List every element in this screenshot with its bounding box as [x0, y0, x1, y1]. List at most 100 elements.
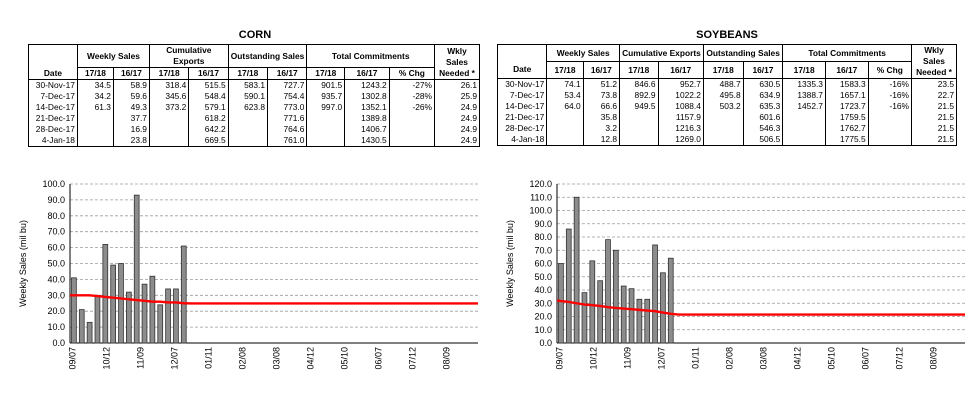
y-tick-label: 20.0 [47, 306, 65, 316]
y-tick-label: 30.0 [47, 290, 65, 300]
soy-y2: 16/17 [657, 61, 704, 79]
table-cell: -16% [867, 101, 913, 112]
bar [628, 288, 635, 344]
table-cell: 25.9 [434, 91, 480, 102]
table-cell: 58.9 [112, 79, 150, 91]
table-cell [702, 123, 744, 134]
bar [157, 304, 164, 344]
bar [667, 257, 674, 344]
table-cell [76, 124, 114, 135]
soy-total-header: Total Commitments [782, 44, 912, 62]
y-tick-label: 70.0 [47, 227, 65, 237]
corn-y2: 16/17 [267, 67, 308, 80]
bar [71, 277, 77, 344]
table-cell: 1352.1 [344, 102, 390, 113]
y-tick-label: 70.0 [534, 245, 552, 255]
table-cell: 345.6 [148, 91, 190, 102]
table-cell: 24.9 [434, 124, 480, 135]
table-cell: 1302.8 [344, 91, 390, 102]
table-cell: 64.0 [546, 101, 584, 112]
soy-wkly-header: Wkly Sales Needed * [911, 44, 957, 79]
table-cell: 34.2 [76, 91, 114, 102]
y-axis-label: Weekly Sales (mil bu) [18, 220, 28, 307]
table-cell [867, 112, 913, 123]
y-tick-label: 40.0 [47, 274, 65, 284]
bar [589, 260, 596, 344]
table-cell: 73.8 [582, 90, 621, 101]
table-cell [306, 113, 346, 124]
table-cell: 1406.7 [344, 124, 390, 135]
row-date: 30-Nov-17 [28, 79, 78, 91]
x-tick-label: 12/07 [656, 347, 666, 370]
corn-date-header: Date [28, 67, 78, 80]
needed-sales-line [556, 299, 965, 316]
x-tick-label: 08/09 [441, 347, 451, 370]
table-row: 21-Dec-17 35.8 1157.9 601.6 1759.5 21.5 [496, 112, 957, 123]
table-cell: 488.7 [702, 78, 744, 90]
table-cell [702, 134, 744, 146]
table-cell: 37.7 [112, 113, 150, 124]
soybean-weekly-sales-chart: 0.0 10.0 20.0 30.0 40.0 50.0 60.0 70.0 80.0 90.0 1… [505, 179, 965, 370]
corn-y1: 17/18 [148, 67, 190, 80]
table-cell: 949.5 [619, 101, 659, 112]
soy-pct: % Chg [867, 61, 913, 79]
y-tick-label: 20.0 [534, 312, 552, 322]
table-cell: 1723.7 [824, 101, 869, 112]
row-date: 21-Dec-17 [496, 112, 548, 123]
row-date: 28-Dec-17 [28, 124, 78, 135]
table-cell: 53.4 [546, 90, 584, 101]
table-cell: 1389.8 [344, 113, 390, 124]
table-cell: 935.7 [306, 91, 346, 102]
table-cell: 12.8 [582, 134, 621, 146]
bar [173, 288, 179, 344]
row-date: 7-Dec-17 [28, 91, 78, 102]
table-cell: 49.3 [112, 102, 150, 113]
table-cell: 1762.7 [824, 123, 869, 134]
x-tick-label: 10/12 [101, 347, 111, 370]
x-tick-label: 12/07 [169, 347, 179, 370]
bar [180, 245, 187, 344]
table-cell [388, 124, 436, 135]
table-cell: 1759.5 [824, 112, 869, 123]
table-cell: 771.6 [267, 113, 308, 124]
soy-weekly-header: Weekly Sales [546, 44, 621, 62]
table-cell [782, 134, 826, 146]
x-tick-label: 09/07 [554, 347, 564, 370]
bar [118, 263, 124, 344]
table-cell: 846.6 [619, 78, 659, 90]
table-cell [619, 112, 659, 123]
bar [652, 244, 658, 344]
table-row: 21-Dec-17 37.7 618.2 771.6 1389.8 24.9 [28, 113, 480, 124]
table-cell: -16% [867, 78, 913, 90]
table-cell [227, 124, 269, 135]
table-cell: 634.9 [742, 90, 784, 101]
table-cell: 1583.3 [824, 78, 869, 90]
x-tick-label: 03/08 [758, 347, 768, 370]
x-tick-label: 04/12 [305, 347, 315, 370]
bar [613, 249, 619, 344]
table-cell: 24.9 [434, 102, 480, 113]
soy-y1: 17/18 [546, 61, 584, 79]
table-row: 28-Dec-17 16.9 642.2 764.6 1406.7 24.9 [28, 124, 480, 135]
table-row: 14-Dec-17 64.0 66.6 949.5 1088.4 503.2 635.3 14… [496, 101, 957, 112]
table-cell: 901.5 [306, 79, 346, 91]
soy-y1: 17/18 [782, 61, 826, 79]
bar [573, 196, 580, 344]
x-tick-label: 02/08 [724, 347, 734, 370]
x-tick-label: 01/11 [690, 347, 700, 369]
row-date: 30-Nov-17 [496, 78, 548, 90]
bar [597, 280, 603, 344]
bar [133, 194, 140, 344]
y-tick-label: 90.0 [534, 219, 552, 229]
table-cell: 618.2 [188, 113, 229, 124]
table-cell: 892.9 [619, 90, 659, 101]
table-cell: 61.3 [76, 102, 114, 113]
table-cell: 764.6 [267, 124, 308, 135]
x-tick-label: 06/07 [860, 347, 870, 370]
table-cell: 590.1 [227, 91, 269, 102]
table-cell: 1157.9 [657, 112, 704, 123]
table-cell: 623.8 [227, 102, 269, 113]
table-cell: 495.8 [702, 90, 744, 101]
table-cell: 548.4 [188, 91, 229, 102]
bar [141, 283, 148, 344]
